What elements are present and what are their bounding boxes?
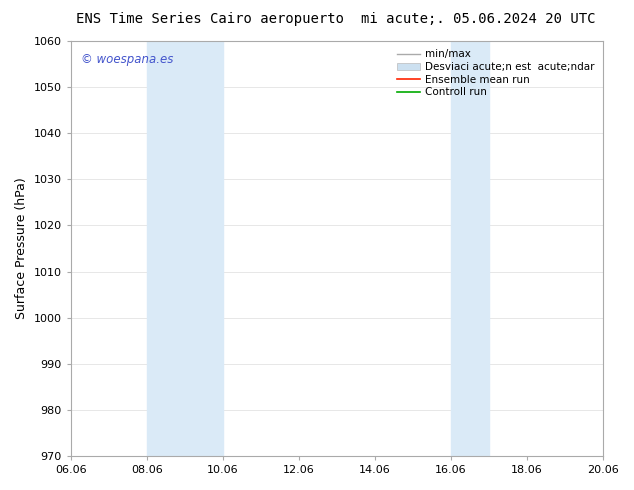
Text: mi acute;. 05.06.2024 20 UTC: mi acute;. 05.06.2024 20 UTC [361, 12, 596, 26]
Text: ENS Time Series Cairo aeropuerto: ENS Time Series Cairo aeropuerto [76, 12, 344, 26]
Text: © woespana.es: © woespana.es [81, 53, 174, 67]
Bar [451, 41, 489, 456]
Y-axis label: Surface Pressure (hPa): Surface Pressure (hPa) [15, 178, 28, 319]
Bar [146, 41, 223, 456]
Legend: min/max, Desviaci acute;n est  acute;ndar, Ensemble mean run, Controll run: min/max, Desviaci acute;n est acute;ndar… [394, 46, 598, 100]
